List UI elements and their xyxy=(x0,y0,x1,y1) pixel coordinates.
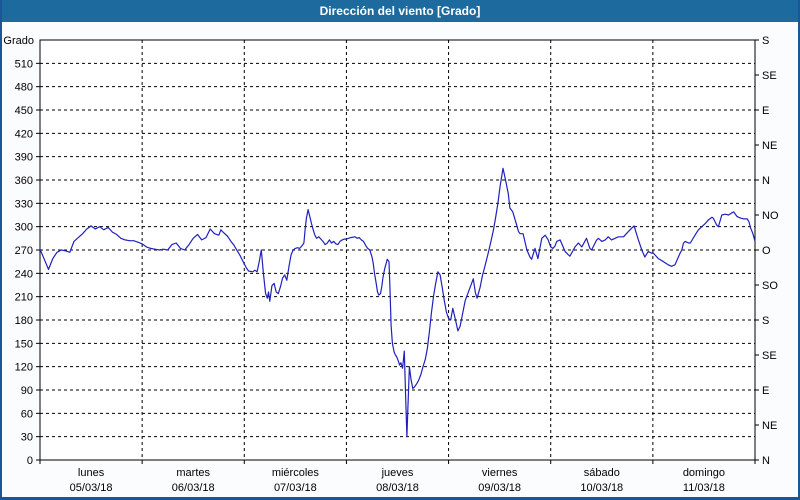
x-date-label: 05/03/18 xyxy=(70,482,113,494)
y-left-tick-label: 240 xyxy=(15,268,33,280)
y-right-compass-label: SE xyxy=(762,70,777,82)
y-left-tick-label: 450 xyxy=(15,105,33,117)
y-left-tick-label: 150 xyxy=(15,338,33,350)
y-right-compass-label: S xyxy=(762,35,769,47)
y-left-tick-label: 330 xyxy=(15,198,33,210)
y-left-tick-label: 390 xyxy=(15,152,33,164)
wind-direction-chart: 5104804504203903603303002702402101801501… xyxy=(3,35,779,494)
y-right-compass-label: N xyxy=(762,455,770,467)
x-day-label: viernes xyxy=(482,467,518,479)
y-right-compass-label: N xyxy=(762,175,770,187)
y-left-tick-label: 270 xyxy=(15,245,33,257)
chart-title-bar: Dirección del viento [Grado] xyxy=(2,0,798,22)
x-day-label: lunes xyxy=(78,467,105,479)
x-date-label: 08/03/18 xyxy=(376,482,419,494)
x-date-label: 09/03/18 xyxy=(478,482,521,494)
x-day-label: sábado xyxy=(584,467,620,479)
y-right-compass-label: SO xyxy=(762,280,778,292)
y-right-compass-label: S xyxy=(762,315,769,327)
y-left-tick-label: 180 xyxy=(15,315,33,327)
x-date-label: 07/03/18 xyxy=(274,482,317,494)
y-right-compass-label: NO xyxy=(762,210,779,222)
x-date-label: 11/03/18 xyxy=(683,482,725,494)
y-left-tick-label: 210 xyxy=(15,292,33,304)
y-left-tick-label: 360 xyxy=(15,175,33,187)
y-left-tick-label: 0 xyxy=(27,455,33,467)
x-day-label: domingo xyxy=(683,467,725,479)
y-left-tick-label: 300 xyxy=(15,222,33,234)
y-right-compass-label: E xyxy=(762,385,769,397)
y-left-tick-label: 480 xyxy=(15,82,33,94)
y-left-tick-label: 120 xyxy=(15,362,33,374)
x-day-label: miércoles xyxy=(272,467,320,479)
y-left-tick-label: 30 xyxy=(21,432,33,444)
y-right-compass-label: O xyxy=(762,245,771,257)
x-day-label: jueves xyxy=(381,467,414,479)
y-right-compass-label: NE xyxy=(762,420,777,432)
y-left-tick-label: 420 xyxy=(15,128,33,140)
x-day-label: martes xyxy=(176,467,210,479)
y-right-compass-label: E xyxy=(762,105,769,117)
x-date-label: 10/03/18 xyxy=(580,482,623,494)
y-right-compass-label: SE xyxy=(762,350,777,362)
chart-title: Dirección del viento [Grado] xyxy=(319,4,481,18)
y-left-tick-label: 60 xyxy=(21,408,33,420)
y-left-tick-label: 90 xyxy=(21,385,33,397)
wind-direction-series-line xyxy=(39,167,756,438)
x-date-label: 06/03/18 xyxy=(172,482,215,494)
y-left-axis-title: Grado xyxy=(3,35,34,47)
y-left-tick-label: 510 xyxy=(15,58,33,70)
y-right-compass-label: NE xyxy=(762,140,777,152)
chart-content: 510 480 450 420 390 360 330 300 270 240 210 180 150 1… xyxy=(2,22,798,497)
